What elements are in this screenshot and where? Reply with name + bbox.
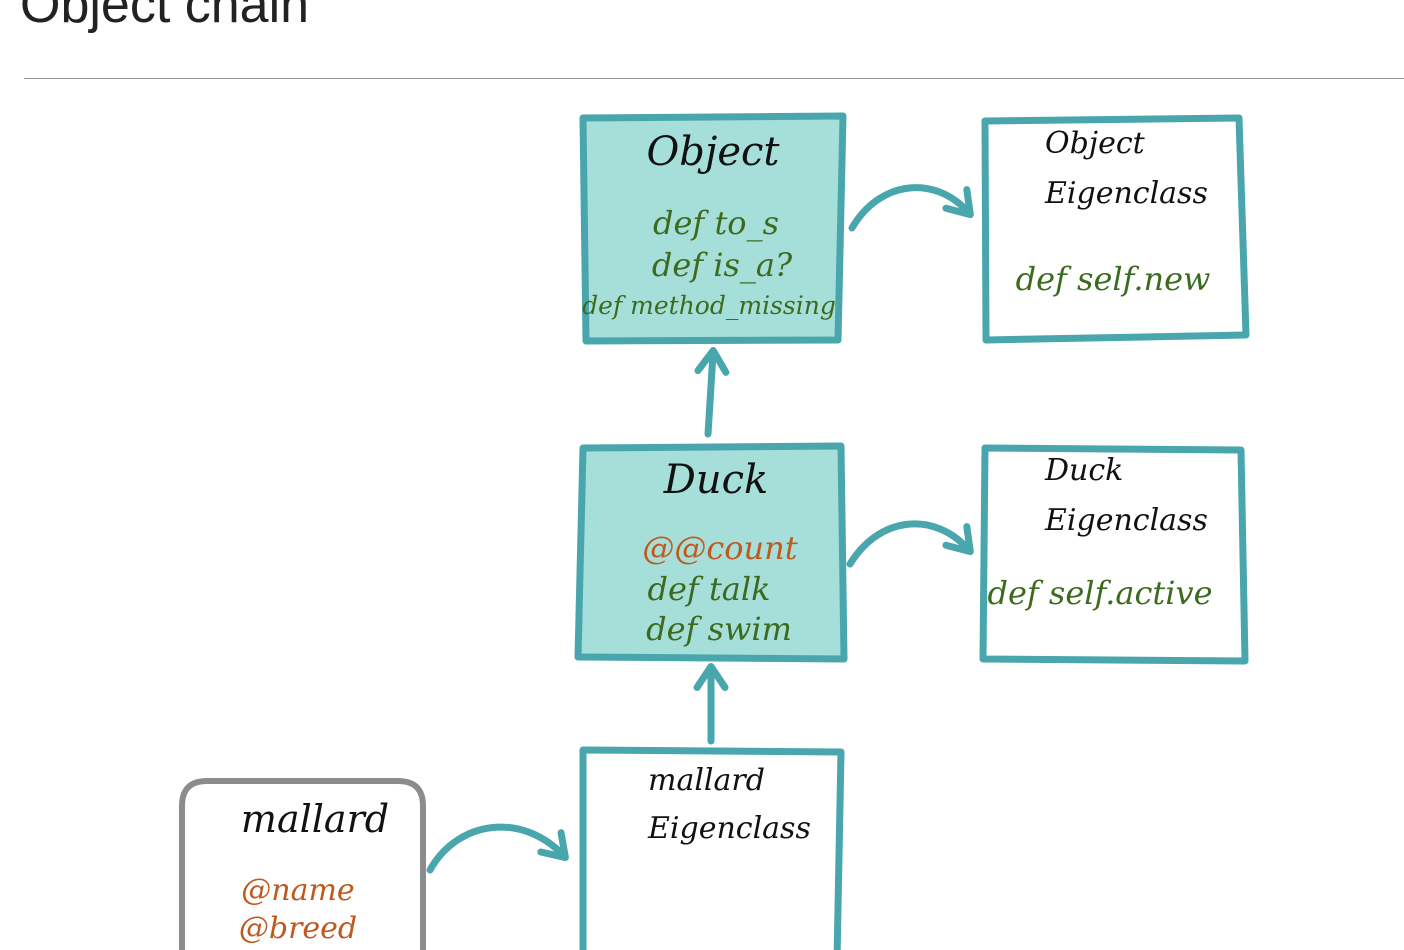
title-divider bbox=[24, 78, 1404, 79]
duck-eigenclass-label: Eigenclass bbox=[1044, 503, 1208, 538]
duck-eigenclass-name: Duck bbox=[1044, 453, 1123, 488]
mallard-ivar-name: @name bbox=[241, 873, 354, 908]
mallard-instance-box: mallard @name @breed bbox=[179, 778, 426, 950]
duck-to-object-arrow bbox=[694, 347, 730, 438]
mallard-eigenclass-label: Eigenclass bbox=[647, 811, 811, 846]
object-eigenclass-name: Object bbox=[1045, 126, 1146, 161]
mallard-eigenclass-name: mallard bbox=[648, 763, 765, 798]
object-class-name: Object bbox=[647, 129, 781, 175]
object-eigenclass-label: Eigenclass bbox=[1044, 176, 1208, 211]
mallard-ivar-breed: @breed bbox=[239, 911, 357, 946]
object-method-to-s: def to_s bbox=[653, 204, 779, 242]
object-eigenclass-method-new: def self.new bbox=[1016, 260, 1211, 298]
duck-class-name: Duck bbox=[663, 457, 768, 503]
mallard-to-eigenclass-arrow bbox=[426, 823, 569, 874]
object-to-eigenclass-arrow bbox=[848, 184, 974, 232]
object-eigenclass-box: Object Eigenclass def self.new bbox=[981, 114, 1250, 344]
duck-method-talk: def talk bbox=[648, 570, 771, 608]
duck-to-eigenclass-arrow bbox=[846, 520, 974, 568]
mallard-eigenclass-box: mallard Eigenclass bbox=[579, 746, 845, 950]
object-method-is-a: def is_a? bbox=[652, 246, 793, 284]
object-method-missing: def method_missing bbox=[582, 291, 836, 320]
mallard-instance-name: mallard bbox=[241, 797, 389, 841]
object-class-box: Object def to_s def is_a? def method_mis… bbox=[579, 112, 847, 345]
duck-method-swim: def swim bbox=[646, 610, 792, 648]
duck-class-variable-count: @@count bbox=[642, 529, 797, 567]
slide-title: Object chain bbox=[20, 0, 310, 34]
duck-eigenclass-method-active: def self.active bbox=[987, 574, 1212, 612]
duck-eigenclass-box: Duck Eigenclass def self.active bbox=[979, 444, 1249, 665]
duck-class-box: Duck @@count def talk def swim bbox=[574, 442, 848, 663]
